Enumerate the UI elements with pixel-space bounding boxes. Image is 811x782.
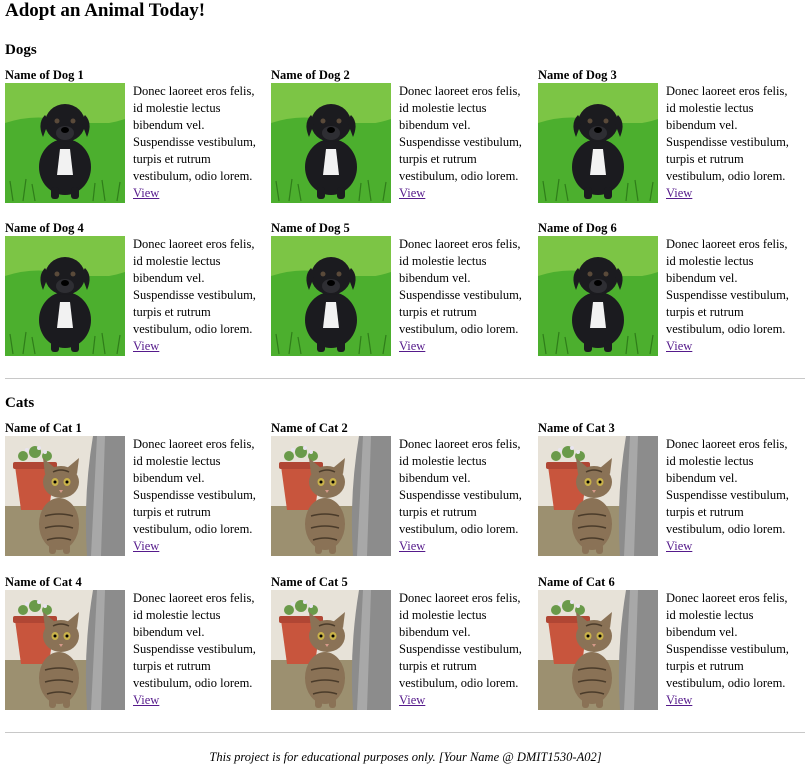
dog-name: Name of Dog 6 xyxy=(538,221,617,235)
dog-photo[interactable] xyxy=(5,236,125,356)
view-cat-link[interactable]: View xyxy=(133,693,160,707)
dog-description: Donec laoreet eros felis, id molestie le… xyxy=(399,237,522,336)
cat-card: Name of Cat 5 Donec laoreet eros felis, … xyxy=(271,574,533,714)
page-title: Adopt an Animal Today! xyxy=(5,0,206,21)
cat-name: Name of Cat 2 xyxy=(271,421,348,435)
cat-description: Donec laoreet eros felis, id molestie le… xyxy=(133,591,256,690)
cat-card: Name of Cat 2 Donec laoreet eros felis, … xyxy=(271,420,533,560)
cat-description: Donec laoreet eros felis, id molestie le… xyxy=(666,437,789,536)
view-cat-link[interactable]: View xyxy=(133,539,160,553)
dog-description-block: Donec laoreet eros felis, id molestie le… xyxy=(666,83,800,202)
view-cat-link[interactable]: View xyxy=(666,693,693,707)
cat-photo[interactable] xyxy=(538,436,658,556)
section-divider xyxy=(5,378,805,379)
footer-note: This project is for educational purposes… xyxy=(209,750,602,764)
view-dog-link[interactable]: View xyxy=(666,339,693,353)
dog-description-block: Donec laoreet eros felis, id molestie le… xyxy=(399,236,533,355)
dog-card: Name of Dog 6 Donec laoreet eros felis, … xyxy=(538,220,800,360)
dog-description-block: Donec laoreet eros felis, id molestie le… xyxy=(133,236,267,355)
dog-description: Donec laoreet eros felis, id molestie le… xyxy=(399,84,522,183)
dog-photo[interactable] xyxy=(271,236,391,356)
cat-description-block: Donec laoreet eros felis, id molestie le… xyxy=(666,590,800,709)
cat-description: Donec laoreet eros felis, id molestie le… xyxy=(133,437,256,536)
dog-photo[interactable] xyxy=(271,83,391,203)
cat-description-block: Donec laoreet eros felis, id molestie le… xyxy=(133,590,267,709)
dog-name: Name of Dog 5 xyxy=(271,221,350,235)
cat-photo[interactable] xyxy=(5,590,125,710)
dog-description: Donec laoreet eros felis, id molestie le… xyxy=(133,84,256,183)
view-cat-link[interactable]: View xyxy=(399,539,426,553)
view-cat-link[interactable]: View xyxy=(399,693,426,707)
view-dog-link[interactable]: View xyxy=(399,186,426,200)
dog-description: Donec laoreet eros felis, id molestie le… xyxy=(133,237,256,336)
dog-photo[interactable] xyxy=(5,83,125,203)
footer-divider xyxy=(5,732,805,733)
cats-section-heading: Cats xyxy=(5,395,35,411)
dog-card: Name of Dog 5 Donec laoreet eros felis, … xyxy=(271,220,533,360)
cat-description-block: Donec laoreet eros felis, id molestie le… xyxy=(399,590,533,709)
cat-photo[interactable] xyxy=(538,590,658,710)
cat-card: Name of Cat 1 Donec laoreet eros felis, … xyxy=(5,420,267,560)
view-dog-link[interactable]: View xyxy=(133,339,160,353)
cat-name: Name of Cat 6 xyxy=(538,575,615,589)
dog-card: Name of Dog 3 Donec laoreet eros felis, … xyxy=(538,67,800,207)
dog-description-block: Donec laoreet eros felis, id molestie le… xyxy=(666,236,800,355)
cat-description-block: Donec laoreet eros felis, id molestie le… xyxy=(399,436,533,555)
cat-name: Name of Cat 4 xyxy=(5,575,82,589)
cat-description: Donec laoreet eros felis, id molestie le… xyxy=(399,591,522,690)
dog-description: Donec laoreet eros felis, id molestie le… xyxy=(666,84,789,183)
dog-description-block: Donec laoreet eros felis, id molestie le… xyxy=(399,83,533,202)
cat-description: Donec laoreet eros felis, id molestie le… xyxy=(666,591,789,690)
cat-photo[interactable] xyxy=(271,436,391,556)
cat-description-block: Donec laoreet eros felis, id molestie le… xyxy=(133,436,267,555)
cat-name: Name of Cat 1 xyxy=(5,421,82,435)
view-dog-link[interactable]: View xyxy=(399,339,426,353)
cat-photo[interactable] xyxy=(5,436,125,556)
cat-description-block: Donec laoreet eros felis, id molestie le… xyxy=(666,436,800,555)
dog-photo[interactable] xyxy=(538,83,658,203)
dog-description: Donec laoreet eros felis, id molestie le… xyxy=(666,237,789,336)
dog-card: Name of Dog 1 Donec laoreet eros felis, … xyxy=(5,67,267,207)
cat-card: Name of Cat 3 Donec laoreet eros felis, … xyxy=(538,420,800,560)
cat-description: Donec laoreet eros felis, id molestie le… xyxy=(399,437,522,536)
dog-photo[interactable] xyxy=(538,236,658,356)
cat-name: Name of Cat 5 xyxy=(271,575,348,589)
dog-card: Name of Dog 4 Donec laoreet eros felis, … xyxy=(5,220,267,360)
dog-name: Name of Dog 1 xyxy=(5,68,84,82)
view-cat-link[interactable]: View xyxy=(666,539,693,553)
cat-photo[interactable] xyxy=(271,590,391,710)
view-dog-link[interactable]: View xyxy=(133,186,160,200)
dogs-section-heading: Dogs xyxy=(5,42,37,58)
view-dog-link[interactable]: View xyxy=(666,186,693,200)
dog-name: Name of Dog 2 xyxy=(271,68,350,82)
dog-description-block: Donec laoreet eros felis, id molestie le… xyxy=(133,83,267,202)
cat-card: Name of Cat 4 Donec laoreet eros felis, … xyxy=(5,574,267,714)
dog-name: Name of Dog 3 xyxy=(538,68,617,82)
dog-name: Name of Dog 4 xyxy=(5,221,84,235)
dog-card: Name of Dog 2 Donec laoreet eros felis, … xyxy=(271,67,533,207)
cat-name: Name of Cat 3 xyxy=(538,421,615,435)
cat-card: Name of Cat 6 Donec laoreet eros felis, … xyxy=(538,574,800,714)
